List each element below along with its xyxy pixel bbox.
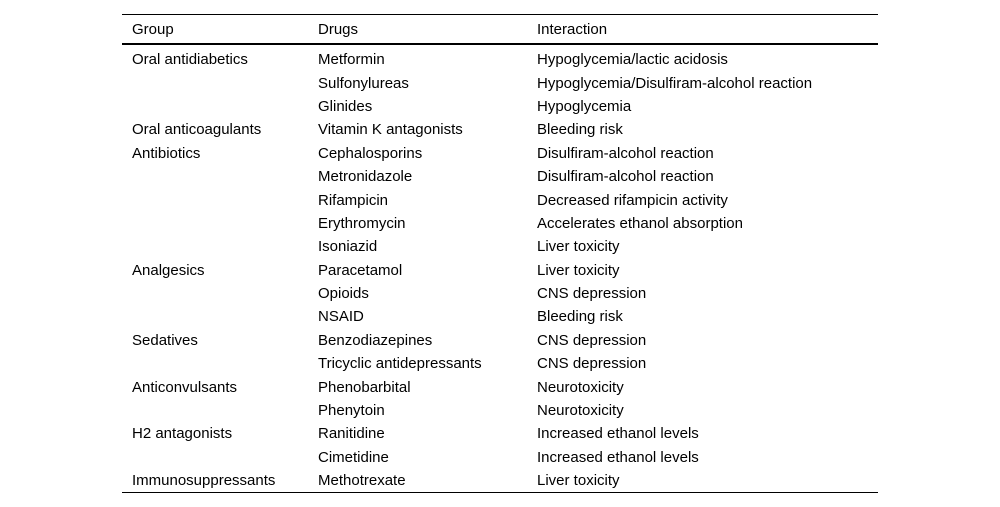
drug-cell: Benzodiazepines xyxy=(318,331,433,349)
group-cell: Sedatives xyxy=(132,331,198,349)
interaction-cell: Accelerates ethanol absorption xyxy=(537,214,743,232)
drug-cell: Tricyclic antidepressants xyxy=(318,355,482,373)
drug-cell: Vitamin K antagonists xyxy=(318,121,463,139)
drug-cell: Paracetamol xyxy=(318,261,403,279)
drug-cell: Phenytoin xyxy=(318,402,385,420)
table-row: Oral antidiabetics Metformin Hypoglycemia/… xyxy=(122,44,878,71)
interaction-cell: CNS depression xyxy=(537,331,647,349)
interaction-cell: Bleeding risk xyxy=(537,121,623,139)
table-row: Erythromycin Accelerates ethanol absorpti… xyxy=(122,212,878,235)
header-row: Group Drugs Interaction xyxy=(122,14,878,45)
drug-cell: Rifampicin xyxy=(318,191,389,209)
drug-cell: NSAID xyxy=(318,308,364,326)
group-cell xyxy=(122,305,318,328)
interaction-cell: Increased ethanol levels xyxy=(537,448,699,466)
interaction-cell: Bleeding risk xyxy=(537,308,623,326)
group-cell: H2 antagonists xyxy=(132,425,233,443)
group-cell xyxy=(122,352,318,375)
table-row: Oral anticoagulants Vitamin K antagonists… xyxy=(122,118,878,141)
drug-cell: Erythromycin xyxy=(318,214,406,232)
table-row: Phenytoin Neurotoxicity xyxy=(122,399,878,422)
drug-cell: Cimetidine xyxy=(318,448,389,466)
interaction-cell: Neurotoxicity xyxy=(537,402,624,420)
table-header: Group Drugs Interaction xyxy=(122,14,878,45)
table-row: Isoniazid Liver toxicity xyxy=(122,235,878,258)
table-row: Cimetidine Increased ethanol levels xyxy=(122,446,878,469)
table-row: NSAID Bleeding risk xyxy=(122,305,878,328)
column-header-interaction: Interaction xyxy=(537,14,878,45)
drug-cell: Phenobarbital xyxy=(318,378,411,396)
group-cell xyxy=(122,282,318,305)
drug-cell: Metronidazole xyxy=(318,168,413,186)
table-row: Metronidazole Disulfiram-alcohol reaction xyxy=(122,165,878,188)
drug-cell: Glinides xyxy=(318,97,373,115)
group-cell xyxy=(122,446,318,469)
table-row: Antibiotics Cephalosporins Disulfiram-alco… xyxy=(122,142,878,165)
drug-cell: Opioids xyxy=(318,285,369,303)
table-row: Sedatives Benzodiazepines CNS depression xyxy=(122,329,878,352)
interaction-cell: Liver toxicity xyxy=(537,472,620,490)
table-row: Analgesics Paracetamol Liver toxicity xyxy=(122,259,878,282)
group-cell xyxy=(122,95,318,118)
table-row: H2 antagonists Ranitidine Increased ethano… xyxy=(122,422,878,445)
interaction-cell: Neurotoxicity xyxy=(537,378,624,396)
interaction-cell: Disulfiram-alcohol reaction xyxy=(537,144,714,162)
drug-cell: Methotrexate xyxy=(318,472,406,490)
table-row: Immunosuppressants Methotrexate Liver toxi… xyxy=(122,469,878,493)
group-cell: Antibiotics xyxy=(132,144,201,162)
table-row: Glinides Hypoglycemia xyxy=(122,95,878,118)
group-cell xyxy=(122,399,318,422)
group-cell xyxy=(122,165,318,188)
group-cell: Oral antidiabetics xyxy=(132,51,248,69)
group-cell: Immunosuppressants xyxy=(132,472,276,490)
group-cell xyxy=(122,235,318,258)
group-cell xyxy=(122,212,318,235)
interaction-cell: Disulfiram-alcohol reaction xyxy=(537,168,714,186)
drug-cell: Cephalosporins xyxy=(318,144,423,162)
drug-cell: Metformin xyxy=(318,51,385,69)
drug-interaction-table-container: Group Drugs Interaction Oral antidiabeti… xyxy=(122,14,878,494)
group-cell: Anticonvulsants xyxy=(132,378,238,396)
interaction-cell: Increased ethanol levels xyxy=(537,425,699,443)
table-row: Rifampicin Decreased rifampicin activity xyxy=(122,188,878,211)
drug-interaction-table: Group Drugs Interaction Oral antidiabeti… xyxy=(122,14,878,494)
interaction-cell: Hypoglycemia xyxy=(537,97,632,115)
interaction-cell: CNS depression xyxy=(537,355,647,373)
table-row: Opioids CNS depression xyxy=(122,282,878,305)
interaction-cell: CNS depression xyxy=(537,285,647,303)
interaction-cell: Hypoglycemia/Disulfiram-alcohol reaction xyxy=(537,74,813,92)
interaction-cell: Liver toxicity xyxy=(537,261,620,279)
group-cell: Analgesics xyxy=(132,261,205,279)
column-header-drugs: Drugs xyxy=(318,14,537,45)
table-body: Oral antidiabetics Metformin Hypoglycemia/… xyxy=(122,44,878,493)
column-header-group: Group xyxy=(122,14,318,45)
interaction-cell: Decreased rifampicin activity xyxy=(537,191,728,209)
group-cell: Oral anticoagulants xyxy=(132,121,262,139)
group-cell xyxy=(122,188,318,211)
table-row: Sulfonylureas Hypoglycemia/Disulfiram-alc… xyxy=(122,71,878,94)
group-cell xyxy=(122,71,318,94)
table-row: Anticonvulsants Phenobarbital Neurotoxicit… xyxy=(122,375,878,398)
table-row: Tricyclic antidepressants CNS depression xyxy=(122,352,878,375)
interaction-cell: Liver toxicity xyxy=(537,238,620,256)
drug-cell: Sulfonylureas xyxy=(318,74,409,92)
interaction-cell: Hypoglycemia/lactic acidosis xyxy=(537,51,728,69)
drug-cell: Isoniazid xyxy=(318,238,378,256)
drug-cell: Ranitidine xyxy=(318,425,385,443)
